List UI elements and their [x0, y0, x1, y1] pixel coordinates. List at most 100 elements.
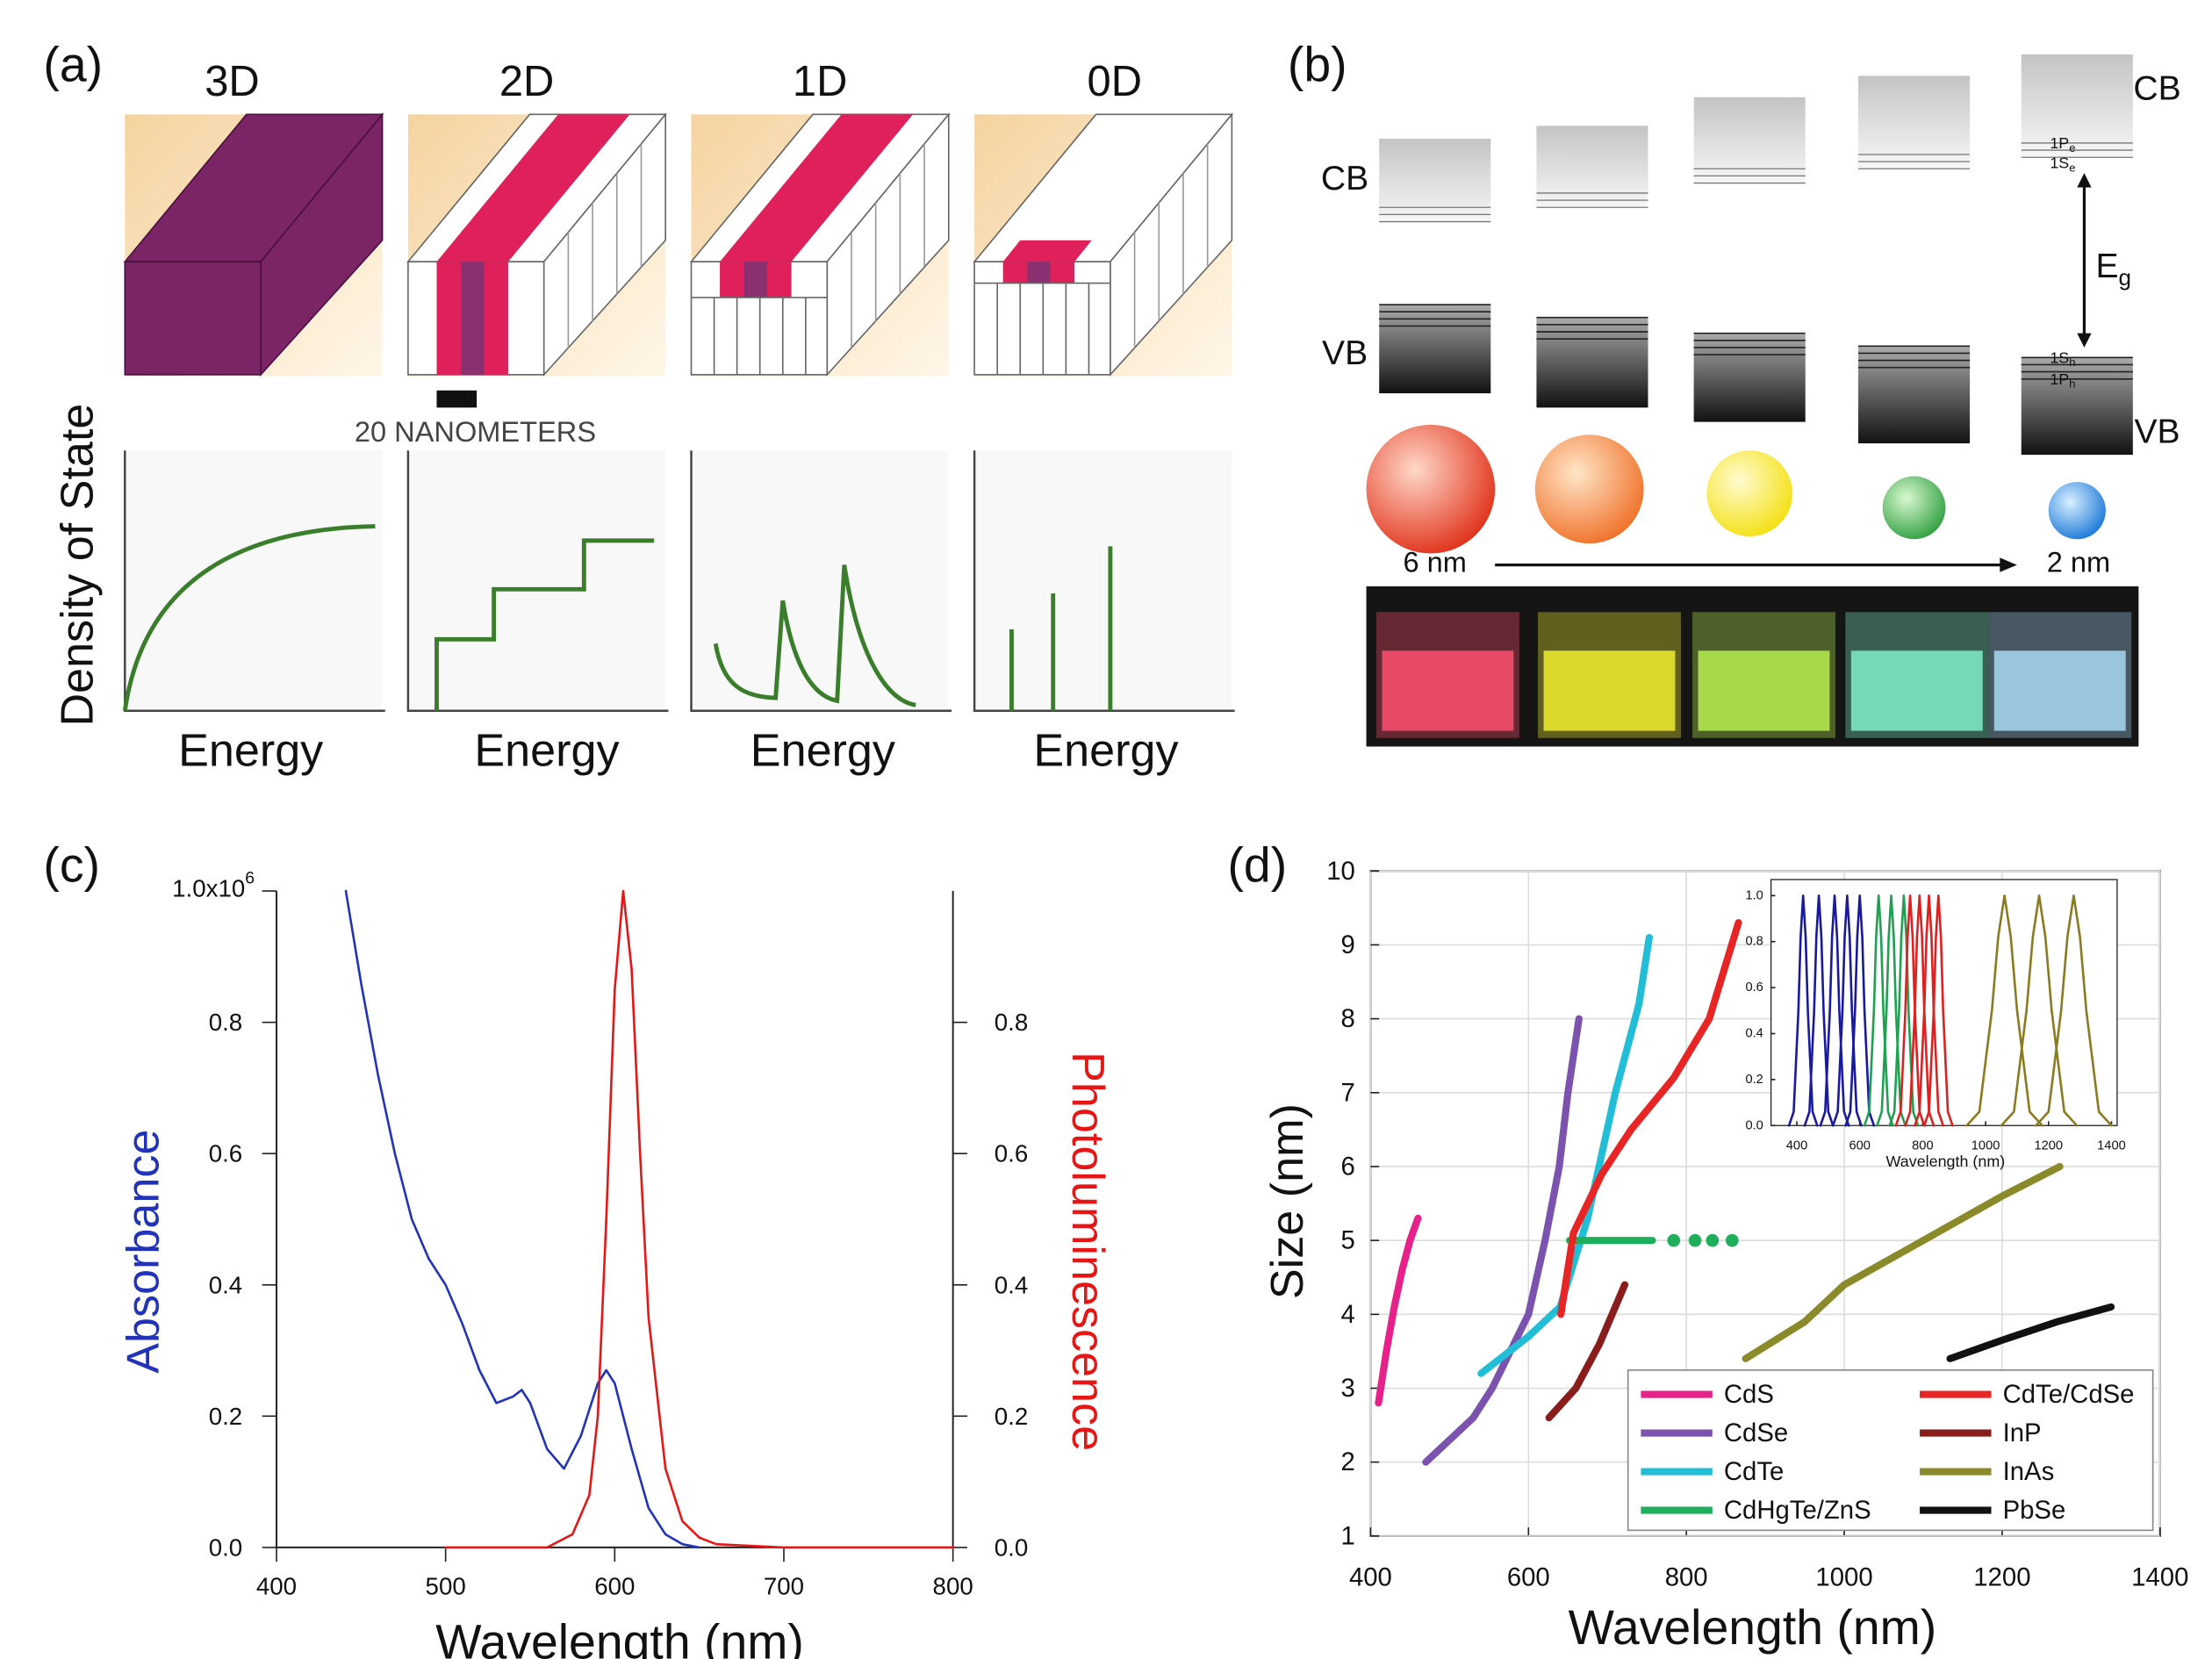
y-tick-label: 0.4 [1745, 1027, 1763, 1041]
x-tick-label: 800 [1665, 1562, 1708, 1591]
legend-label: PbSe [2003, 1496, 2066, 1525]
arrow-head [2077, 173, 2092, 188]
x-tick-label: 1400 [2131, 1562, 2188, 1591]
y-tick-label: 9 [1341, 930, 1355, 959]
data-line [1946, 1303, 2115, 1362]
plot-frame [1770, 879, 2118, 1126]
data-line [1844, 894, 1876, 1127]
level-main: 1P [2050, 370, 2069, 388]
y-tick-label: 1.0x106 [172, 868, 255, 901]
x-tick-label: 1400 [2097, 1139, 2126, 1153]
data-line [1965, 894, 2043, 1127]
data-line [1863, 894, 1894, 1127]
level-main: 1P [2050, 134, 2069, 152]
y2-tick-label: 0.4 [995, 1271, 1029, 1298]
x-axis-title: Energy [178, 725, 323, 776]
axis-line [690, 450, 952, 712]
x-tick-label: 600 [1849, 1139, 1870, 1153]
x-tick-label: 600 [1507, 1562, 1550, 1591]
legend-label: CdSe [1724, 1418, 1788, 1447]
x-tick-label: 700 [764, 1573, 804, 1600]
dimension-label: 1D [793, 58, 847, 105]
stripe-top [436, 114, 630, 262]
stripe-top [1002, 240, 1092, 262]
cb-band [1858, 75, 1971, 169]
vial-liquid [1382, 650, 1514, 731]
data-dot [1667, 1233, 1681, 1247]
y-tick-label: 0.0 [1745, 1118, 1763, 1132]
stripe-top [720, 114, 914, 262]
data-line [1545, 1281, 1629, 1422]
panel-label: (b) [1288, 37, 1347, 91]
vb-band [1379, 305, 1491, 394]
gap-label: Eg [2095, 248, 2131, 291]
plot-backdrop [691, 450, 949, 711]
dimension-label: 2D [499, 58, 554, 105]
x-tick-label: 800 [933, 1573, 973, 1600]
axis-line [406, 450, 669, 712]
x-tick-label: 1000 [1971, 1139, 2000, 1153]
x-tick-label: 400 [1349, 1562, 1392, 1591]
x-axis-title: Energy [474, 725, 619, 776]
y-tick-label: 3 [1341, 1374, 1355, 1403]
dimension-label: 0D [1088, 58, 1142, 105]
y-tick-label: 6 [1341, 1152, 1355, 1181]
stripe-core [743, 262, 767, 298]
quantum-dot [1366, 424, 1496, 554]
y-tick-label: 0.8 [1745, 935, 1763, 949]
x-tick-label: 400 [256, 1573, 297, 1600]
band-label: VB [2134, 413, 2180, 451]
ylabel: Size (nm) [1262, 1103, 1313, 1299]
y-tick-label: 0.6 [209, 1140, 243, 1167]
vb-band [2021, 357, 2133, 456]
quantum-dot [1534, 434, 1644, 544]
plot-backdrop [125, 450, 383, 711]
y-tick-label: 0.6 [1745, 980, 1763, 995]
quantum-dot [1882, 476, 1946, 540]
data-line [1914, 894, 1945, 1127]
xlabel: Wavelength (nm) [435, 1614, 804, 1659]
plot-backdrop [407, 450, 666, 711]
y-tick-label: 5 [1341, 1226, 1355, 1255]
gap-main: E [2095, 248, 2118, 285]
legend-label: CdS [1724, 1380, 1774, 1409]
ylabel: Absorbance [118, 1130, 169, 1374]
data-line [1922, 894, 1954, 1127]
xlabel: Wavelength (nm) [1569, 1600, 1937, 1655]
legend-label: CdTe/CdSe [2003, 1380, 2135, 1409]
y-tick-label: 0.2 [209, 1403, 243, 1430]
arrow-head [2000, 557, 2017, 572]
axis-line [973, 450, 1235, 712]
stripe-core [461, 262, 485, 375]
data-line [1477, 933, 1653, 1377]
legend-label: InP [2003, 1418, 2042, 1447]
y-tick-label: 4 [1341, 1300, 1355, 1329]
band-label: VB [1322, 334, 1368, 372]
data-dot [1706, 1233, 1720, 1247]
y2-tick-label: 0.8 [995, 1009, 1029, 1036]
data-line [444, 889, 954, 1549]
scale-bar-label: 20 NANOMETERS [355, 416, 596, 448]
y-tick-label: 0.4 [209, 1271, 243, 1298]
y-tick-label: 1 [1341, 1521, 1355, 1550]
y-tick-label: 2 [1341, 1447, 1355, 1476]
level-sub: e [2069, 161, 2075, 174]
band-label: CB [1321, 160, 1368, 198]
data-line [1819, 894, 1850, 1127]
vial-liquid [1850, 650, 1983, 731]
xlabel: Wavelength (nm) [1886, 1153, 2006, 1170]
quantum-dot [2048, 482, 2106, 540]
level-label: 1Sh [2050, 348, 2075, 368]
y2-tick-label: 0.2 [995, 1403, 1029, 1430]
dos-curve [434, 538, 655, 711]
y-tick-label: 0.8 [209, 1009, 243, 1036]
vial-liquid [1698, 650, 1830, 731]
x-tick-label: 1200 [1973, 1562, 2030, 1591]
cb-band [1379, 139, 1491, 222]
cb-band [1693, 97, 1806, 183]
panel-label: (c) [43, 838, 100, 893]
data-dot [1726, 1233, 1739, 1247]
x-tick-label: 800 [1912, 1139, 1933, 1153]
